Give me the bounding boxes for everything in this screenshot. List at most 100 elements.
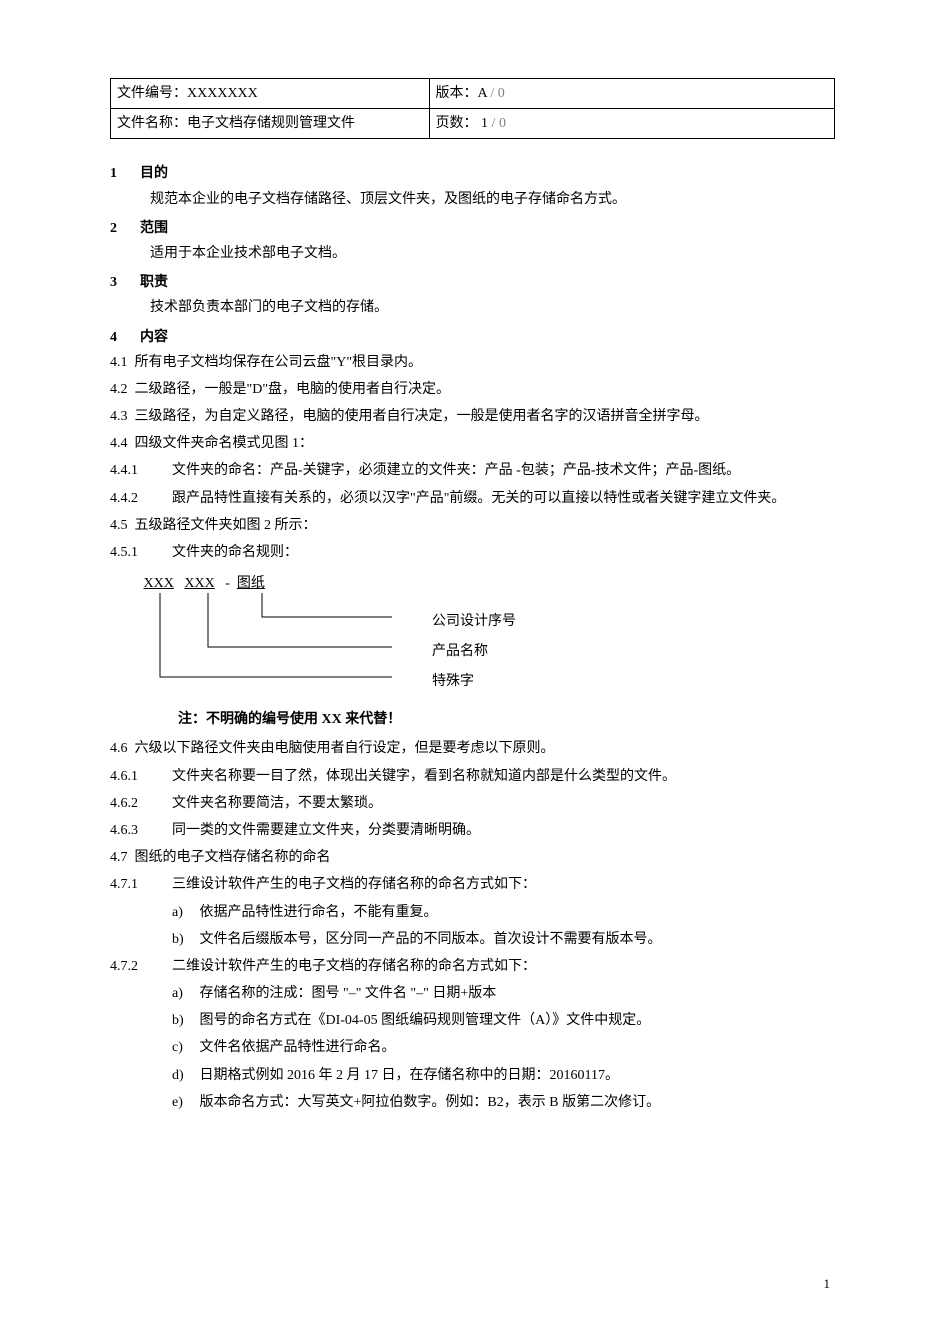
diagram-label-1: 公司设计序号	[432, 609, 516, 634]
item-num: 4.7	[110, 850, 128, 865]
item-num: 4.5	[110, 518, 128, 533]
item-4-4: 4.4 四级文件夹命名模式见图 1：	[110, 431, 835, 456]
item-4-1: 4.1 所有电子文档均保存在公司云盘"Y"根目录内。	[110, 350, 835, 375]
item-4-7-2-a: a) 存储名称的注成：图号 "–" 文件名 "–" 日期+版本	[110, 981, 835, 1006]
diagram-note: 注：不明确的编号使用 XX 来代替！	[110, 707, 835, 732]
item-4-4-1: 4.4.1 文件夹的命名：产品-关键字，必须建立的文件夹：产品 -包装；产品-技…	[110, 458, 835, 483]
naming-diagram: XXX XXX - 图纸 公司设计序号 产品名称 特殊字	[140, 571, 835, 701]
section-3-body: 技术部负责本部门的电子文档的存储。	[110, 295, 835, 320]
alpha-text: 存储名称的注成：图号 "–" 文件名 "–" 日期+版本	[200, 986, 497, 1001]
alpha-text: 图号的命名方式在《DI-04-05 图纸编码规则管理文件（A）》文件中规定。	[200, 1013, 651, 1028]
alpha-mark: d)	[172, 1063, 196, 1088]
alpha-mark: b)	[172, 927, 196, 952]
item-4-6: 4.6 六级以下路径文件夹由电脑使用者自行设定，但是要考虑以下原则。	[110, 736, 835, 761]
item-text: 文件夹名称要简洁，不要太繁琐。	[172, 796, 382, 811]
version-a: A	[478, 86, 487, 101]
item-4-7-2-b: b) 图号的命名方式在《DI-04-05 图纸编码规则管理文件（A）》文件中规定…	[110, 1008, 835, 1033]
alpha-text: 文件名后缀版本号，区分同一产品的不同版本。首次设计不需要有版本号。	[200, 932, 662, 947]
alpha-text: 文件名依据产品特性进行命名。	[200, 1040, 396, 1055]
item-text: 文件夹的命名规则：	[172, 545, 298, 560]
doc-name-value: 电子文档存储规则管理文件	[187, 116, 355, 131]
item-num: 4.5.1	[110, 540, 158, 565]
section-num: 1	[110, 161, 140, 186]
alpha-text: 版本命名方式：大写英文+阿拉伯数字。例如：B2，表示 B 版第二次修订。	[200, 1095, 661, 1110]
item-4-7-2-e: e) 版本命名方式：大写英文+阿拉伯数字。例如：B2，表示 B 版第二次修订。	[110, 1090, 835, 1115]
item-4-3: 4.3 三级路径，为自定义路径，电脑的使用者自行决定，一般是使用者名字的汉语拼音…	[110, 404, 835, 429]
item-num: 4.6	[110, 741, 128, 756]
section-1-heading: 1目的	[110, 161, 835, 186]
item-4-7-1-b: b) 文件名后缀版本号，区分同一产品的不同版本。首次设计不需要有版本号。	[110, 927, 835, 952]
section-title: 范围	[140, 221, 168, 236]
alpha-text: 日期格式例如 2016 年 2 月 17 日，在存储名称中的日期：2016011…	[200, 1068, 619, 1083]
item-text: 文件夹名称要一目了然，体现出关键字，看到名称就知道内部是什么类型的文件。	[172, 769, 676, 784]
item-num: 4.3	[110, 409, 128, 424]
item-4-5-1: 4.5.1 文件夹的命名规则：	[110, 540, 835, 565]
item-text: 同一类的文件需要建立文件夹，分类要清晰明确。	[172, 823, 480, 838]
header-doc-name: 文件名称：电子文档存储规则管理文件	[111, 109, 430, 139]
pages-label: 页数：	[436, 116, 478, 131]
item-num: 4.6.3	[110, 818, 158, 843]
alpha-mark: a)	[172, 981, 196, 1006]
version-sep: /	[487, 86, 498, 101]
item-num: 4.7.1	[110, 872, 158, 897]
item-text: 三级路径，为自定义路径，电脑的使用者自行决定，一般是使用者名字的汉语拼音全拼字母…	[135, 409, 709, 424]
item-num: 4.4.2	[110, 486, 158, 511]
doc-header-table: 文件编号：XXXXXXX 页数： 版本：A / 0 文件名称：电子文档存储规则管…	[110, 78, 835, 139]
item-num: 4.1	[110, 355, 128, 370]
header-doc-number: 文件编号：XXXXXXX	[111, 79, 430, 109]
item-4-7-1: 4.7.1 三维设计软件产生的电子文档的存储名称的命名方式如下：	[110, 872, 835, 897]
section-2-heading: 2范围	[110, 216, 835, 241]
section-2-body: 适用于本企业技术部电子文档。	[110, 241, 835, 266]
doc-name-label: 文件名称：	[117, 116, 187, 131]
item-text: 六级以下路径文件夹由电脑使用者自行设定，但是要考虑以下原则。	[135, 741, 555, 756]
item-num: 4.7.2	[110, 954, 158, 979]
item-text: 二维设计软件产生的电子文档的存储名称的命名方式如下：	[172, 959, 536, 974]
section-num: 3	[110, 270, 140, 295]
item-num: 4.6.2	[110, 791, 158, 816]
alpha-text: 依据产品特性进行命名，不能有重复。	[200, 905, 438, 920]
header-pages: 页数： 1 / 0	[429, 109, 834, 139]
item-text: 跟产品特性直接有关系的，必须以汉字"产品"前缀。无关的可以直接以特性或者关键字建…	[172, 491, 785, 506]
alpha-mark: a)	[172, 900, 196, 925]
doc-number-value: XXXXXXX	[187, 86, 258, 101]
item-4-7-2-d: d) 日期格式例如 2016 年 2 月 17 日，在存储名称中的日期：2016…	[110, 1063, 835, 1088]
alpha-mark: b)	[172, 1008, 196, 1033]
item-text: 四级文件夹命名模式见图 1：	[135, 436, 314, 451]
item-4-7: 4.7 图纸的电子文档存储名称的命名	[110, 845, 835, 870]
section-title: 内容	[140, 330, 168, 345]
item-text: 三维设计软件产生的电子文档的存储名称的命名方式如下：	[172, 877, 536, 892]
item-text: 五级路径文件夹如图 2 所示：	[135, 518, 317, 533]
diagram-label-2: 产品名称	[432, 639, 488, 664]
pages-b: 0	[499, 116, 506, 131]
page-number: 1	[824, 1272, 831, 1295]
section-title: 目的	[140, 166, 168, 181]
item-num: 4.6.1	[110, 764, 158, 789]
item-4-7-1-a: a) 依据产品特性进行命名，不能有重复。	[110, 900, 835, 925]
doc-number-label: 文件编号：	[117, 86, 187, 101]
header-version: 页数： 版本：A / 0	[429, 79, 834, 109]
section-title: 职责	[140, 275, 168, 290]
item-4-6-2: 4.6.2 文件夹名称要简洁，不要太繁琐。	[110, 791, 835, 816]
section-num: 4	[110, 325, 140, 350]
item-4-7-2-c: c) 文件名依据产品特性进行命名。	[110, 1035, 835, 1060]
item-text: 所有电子文档均保存在公司云盘"Y"根目录内。	[135, 355, 423, 370]
item-4-7-2: 4.7.2 二维设计软件产生的电子文档的存储名称的命名方式如下：	[110, 954, 835, 979]
item-text: 图纸的电子文档存储名称的命名	[135, 850, 331, 865]
item-4-6-1: 4.6.1 文件夹名称要一目了然，体现出关键字，看到名称就知道内部是什么类型的文…	[110, 764, 835, 789]
pages-sep: /	[488, 116, 499, 131]
section-3-heading: 3职责	[110, 270, 835, 295]
version-label: 版本：	[436, 86, 478, 101]
item-num: 4.2	[110, 382, 128, 397]
alpha-mark: e)	[172, 1090, 196, 1115]
item-num: 4.4	[110, 436, 128, 451]
diagram-label-3: 特殊字	[432, 669, 474, 694]
pages-a: 1	[481, 116, 488, 131]
section-4-heading: 4内容	[110, 325, 835, 350]
item-num: 4.4.1	[110, 458, 158, 483]
section-1-body: 规范本企业的电子文档存储路径、顶层文件夹，及图纸的电子存储命名方式。	[110, 187, 835, 212]
alpha-mark: c)	[172, 1035, 196, 1060]
item-4-4-2: 4.4.2 跟产品特性直接有关系的，必须以汉字"产品"前缀。无关的可以直接以特性…	[110, 486, 835, 511]
item-4-5: 4.5 五级路径文件夹如图 2 所示：	[110, 513, 835, 538]
item-text: 文件夹的命名：产品-关键字，必须建立的文件夹：产品 -包装；产品-技术文件；产品…	[172, 463, 740, 478]
version-b: 0	[498, 86, 505, 101]
